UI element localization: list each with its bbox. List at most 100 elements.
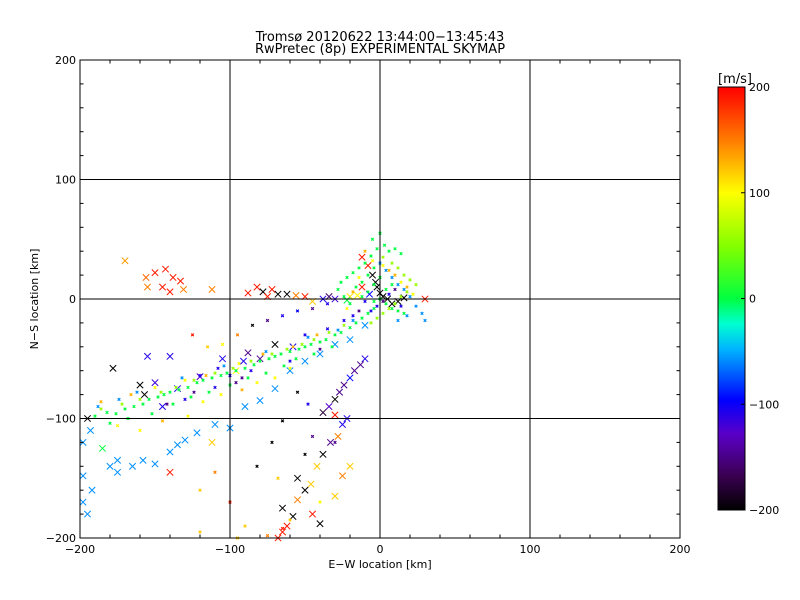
scatter-marker [372, 266, 376, 270]
scatter-marker [338, 472, 347, 480]
scatter-marker [301, 486, 309, 494]
scatter-marker [293, 496, 302, 504]
scatter-marker [274, 290, 282, 298]
scatter-marker [327, 330, 331, 335]
scatter-marker [234, 368, 238, 373]
chart-title-line1: Tromsø 20120622 13:44:00−13:45:43 [255, 30, 505, 45]
x-tick-label: 200 [670, 543, 691, 556]
scatter-marker [231, 366, 235, 371]
scatter-marker [353, 291, 362, 299]
scatter-marker [288, 366, 292, 371]
scatter-marker [342, 318, 346, 323]
scatter-marker [159, 390, 163, 394]
scatter-marker [158, 402, 167, 411]
scatter-marker [384, 287, 388, 292]
scatter-marker [237, 361, 241, 366]
scatter-marker [198, 488, 202, 492]
scatter-marker [396, 318, 400, 323]
scatter-marker [384, 302, 388, 306]
scatter-marker [265, 318, 270, 323]
scatter-marker [325, 327, 330, 331]
scatter-marker [369, 309, 373, 313]
scatter-marker [307, 480, 315, 488]
scatter-marker [340, 381, 348, 389]
scatter-marker [293, 474, 302, 482]
scatter-marker [198, 373, 202, 378]
scatter-marker [390, 306, 394, 311]
scatter-marker [310, 306, 315, 311]
scatter-marker [273, 376, 277, 380]
x-tick-label: 100 [520, 543, 541, 556]
scatter-marker [346, 374, 354, 382]
scatter-marker [288, 359, 292, 363]
scatter-marker [388, 300, 396, 308]
scatter-marker [288, 518, 292, 522]
scatter-marker [370, 259, 375, 263]
scatter-marker [162, 392, 166, 397]
scatter-marker [132, 404, 136, 409]
scatter-marker [198, 530, 202, 534]
scatter-marker [351, 314, 355, 318]
scatter-marker [356, 361, 365, 369]
scatter-marker [354, 285, 358, 289]
scatter-marker [279, 352, 283, 356]
scatter-marker [366, 273, 370, 277]
scatter-marker [113, 468, 122, 476]
scatter-marker [402, 273, 406, 277]
y-tick-label: 200 [55, 54, 76, 67]
x-tick-label: −200 [65, 543, 95, 556]
scatter-marker [316, 520, 324, 528]
scatter-marker [360, 294, 364, 299]
scatter-marker [295, 390, 300, 394]
scatter-marker [339, 330, 343, 335]
scatter-marker [255, 380, 259, 385]
scatter-marker [201, 400, 205, 404]
scatter-marker [288, 349, 292, 354]
scatter-marker [360, 316, 364, 320]
scatter-marker [264, 371, 268, 375]
scatter-marker [204, 373, 208, 378]
scatter-marker [345, 275, 349, 280]
scatter-marker [405, 290, 409, 294]
scatter-marker [286, 367, 294, 375]
scatter-marker [342, 294, 346, 299]
scatter-marker [387, 268, 391, 273]
scatter-marker [348, 302, 352, 306]
scatter-marker [297, 347, 301, 351]
y-tick-label: −200 [46, 532, 76, 545]
colorbar-tick-label: 200 [749, 81, 770, 94]
scatter-marker [220, 342, 225, 347]
scatter-marker [265, 533, 270, 538]
scatter-marker [306, 402, 310, 406]
scatter-marker [93, 414, 97, 418]
scatter-marker [420, 311, 424, 316]
scatter-marker [318, 500, 322, 504]
scatter-marker [346, 336, 354, 344]
scatter-marker [138, 428, 142, 433]
scatter-marker [186, 385, 190, 390]
scatter-marker [267, 357, 271, 361]
scatter-marker [151, 460, 159, 468]
scatter-marker [244, 349, 252, 357]
scatter-marker [174, 385, 178, 390]
scatter-marker [250, 323, 255, 328]
scatter-marker [387, 249, 391, 253]
scatter-marker [312, 337, 316, 342]
y-tick-label: 0 [69, 293, 76, 306]
scatter-marker [405, 285, 409, 289]
scatter-marker [222, 364, 226, 368]
scatter-marker [360, 280, 364, 284]
scatter-marker [295, 309, 300, 313]
scatter-marker [310, 434, 315, 439]
scatter-marker [342, 323, 346, 328]
scatter-marker [143, 283, 152, 291]
scatter-marker [408, 278, 412, 282]
scatter-marker [99, 400, 103, 404]
scatter-marker [166, 288, 174, 296]
x-axis-ticks: −200 −100 0 100 200 [65, 60, 691, 556]
scatter-marker [142, 273, 150, 282]
scatter-marker [393, 302, 397, 306]
scatter-marker [393, 287, 397, 292]
chart-title: Tromsø 20120622 13:44:00−13:45:43 RwPret… [255, 30, 505, 57]
scatter-marker [166, 468, 174, 476]
